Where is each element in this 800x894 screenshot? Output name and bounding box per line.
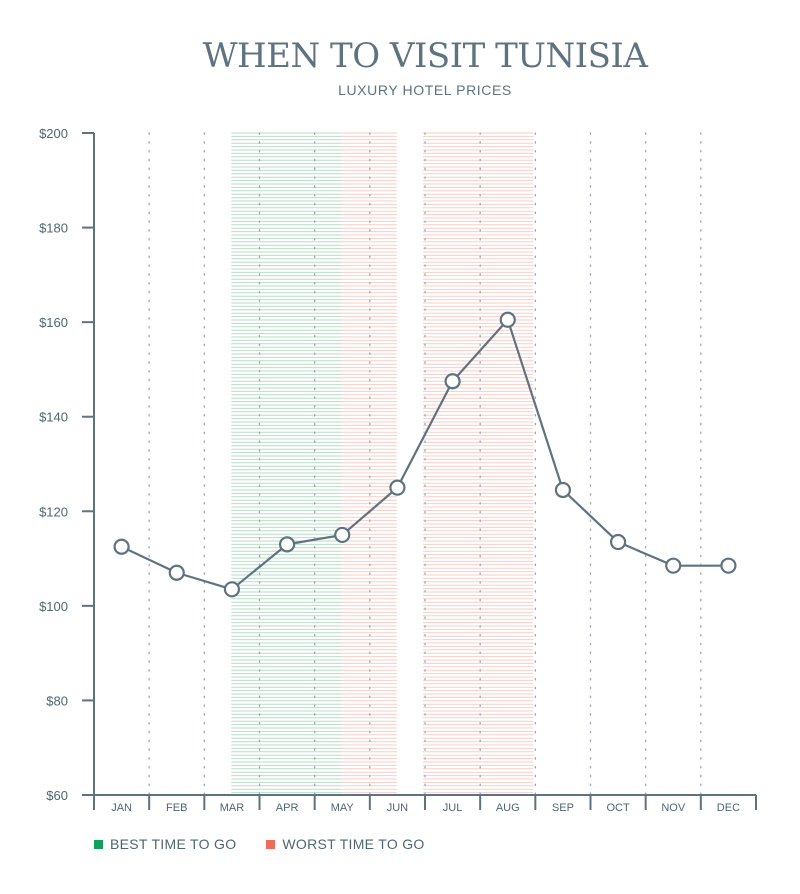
legend-label-worst: WORST TIME TO GO [282, 836, 425, 852]
y-tick-label: $200 [39, 126, 68, 141]
y-tick-label: $80 [46, 693, 68, 708]
y-tick-label: $100 [39, 599, 68, 614]
x-tick-label: MAR [220, 802, 245, 814]
data-point-feb [168, 564, 185, 581]
x-tick-label: JUN [387, 802, 408, 814]
band-worst-may [341, 132, 397, 794]
x-tick-label: SEP [552, 802, 574, 814]
legend-swatch-best [94, 839, 103, 849]
data-point-may [334, 526, 351, 544]
x-tick-label: OCT [606, 802, 630, 814]
price-line [121, 318, 729, 591]
chart-title: WHEN TO VISIT TUNISIA [202, 36, 648, 76]
y-tick-label: $160 [39, 315, 68, 330]
band-best-mar [231, 132, 342, 794]
x-tick-label: NOV [661, 802, 686, 814]
data-point-jun [389, 479, 406, 496]
data-point-jan [113, 538, 130, 555]
legend-swatch-worst [266, 839, 276, 849]
data-point-aug [499, 311, 516, 328]
band-worst-jul [423, 132, 534, 794]
data-point-jul [444, 373, 461, 390]
x-tick-label: JUL [443, 802, 463, 814]
y-tick-label: $180 [39, 221, 68, 236]
data-point-apr [278, 536, 296, 553]
data-point-dec [720, 557, 737, 574]
data-point-mar [223, 581, 241, 598]
data-point-oct [609, 533, 627, 551]
x-tick-label: MAY [331, 802, 355, 814]
x-tick-label: DEC [717, 802, 740, 814]
legend: BEST TIME TO GO WORST TIME TO GO [94, 834, 425, 854]
y-tick-label: $140 [39, 410, 68, 425]
data-point-nov [665, 557, 682, 574]
chart-subtitle: LUXURY HOTEL PRICES [338, 82, 512, 98]
data-point-sep [554, 481, 572, 499]
legend-label-best: BEST TIME TO GO [110, 836, 237, 852]
x-tick-label: AUG [496, 802, 520, 814]
x-tick-label: JAN [111, 802, 132, 814]
y-tick-label: $120 [39, 504, 68, 519]
x-tick-label: APR [276, 802, 299, 814]
x-tick-label: FEB [166, 802, 187, 814]
y-tick-label: $60 [46, 788, 68, 803]
